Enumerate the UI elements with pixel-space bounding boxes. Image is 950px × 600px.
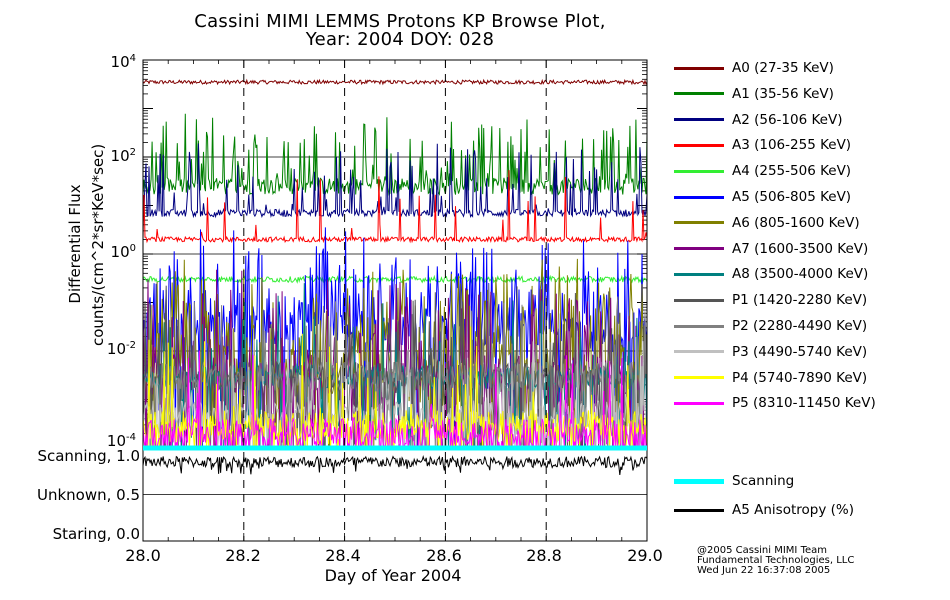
series-line [142,113,648,196]
legend-swatch [674,376,724,380]
credit-line: @2005 Cassini MIMI Team [697,545,827,556]
credit-line: Wed Jun 22 16:37:08 2005 [697,565,831,576]
legend-swatch [674,92,724,96]
legend-swatch [674,221,724,225]
legend-item: P1 (1420-2280 KeV) [674,290,867,310]
series-line [142,350,648,450]
series-line [142,170,648,244]
series-line [142,274,648,285]
state-label-staring: Staring, 0.0 [52,525,140,543]
legend-swatch [674,350,724,354]
legend-item: A5 (506-805 KeV) [674,187,851,207]
series-line [142,78,648,86]
legend-label: P5 (8310-11450 KeV) [732,395,876,412]
legend-item: A8 (3500-4000 KeV) [674,264,868,284]
legend-swatch [674,298,724,302]
legend-swatch [674,66,724,70]
legend-swatch [674,508,724,512]
legend-item: A3 (106-255 KeV) [674,135,851,155]
chart-title: Cassini MIMI LEMMS Protons KP Browse Plo… [194,11,606,32]
y-tick-label: 10-2 [106,340,136,358]
series-line [142,283,648,449]
x-tick-label: 28.2 [225,546,261,565]
y-tick-label: 104 [110,53,136,71]
legend-swatch [674,324,724,328]
y-tick-label: 102 [110,147,136,165]
state-label-unknown: Unknown, 0.5 [36,486,140,504]
legend-item-scanning: Scanning [674,471,794,491]
legend-swatch [674,143,724,147]
x-tick-label: 28.6 [426,546,462,565]
y-tick-label: 100 [110,243,136,261]
legend-label: P3 (4490-5740 KeV) [732,343,868,360]
y-axis-label-line1: Differential Flux [66,184,84,304]
plot-border [142,59,648,542]
series-line [142,143,648,219]
series-line [142,330,648,450]
legend-swatch [674,401,724,405]
legend-item: A6 (805-1600 KeV) [674,213,860,233]
legend-item: P4 (5740-7890 KeV) [674,368,867,388]
legend-item: A1 (35-56 KeV) [674,84,834,104]
x-tick-label: 28.4 [325,546,361,565]
legend-item: P3 (4490-5740 KeV) [674,342,867,362]
x-tick-label: 28.8 [526,546,562,565]
legend-label: P2 (2280-4490 KeV) [732,318,868,334]
legend-item: A7 (1600-3500 KeV) [674,239,868,259]
legend-swatch [674,118,724,122]
legend-swatch [674,272,724,276]
legend-label: A6 (805-1600 KeV) [732,214,860,231]
legend-swatch [674,478,724,484]
state-label-scanning: Scanning, 1.0 [37,447,140,465]
legend-swatch [674,247,724,251]
legend-label: A0 (27-35 KeV) [732,60,834,76]
x-axis-label: Day of Year 2004 [324,566,462,585]
legend-label: A3 (106-255 KeV) [732,137,852,154]
legend-item: P2 (2280-4490 KeV) [674,316,867,336]
legend-label: A5 (506-805 KeV) [732,189,852,205]
credit-line: Fundamental Technologies, LLC [697,555,855,566]
x-tick-label: 29.0 [627,546,663,565]
legend-item: A4 (255-506 KeV) [674,161,851,181]
legend-label: P1 (1420-2280 KeV) [732,292,868,309]
x-tick-label: 28.0 [125,546,161,565]
legend-label: A4 (255-506 KeV) [732,163,852,180]
anisotropy-line [142,454,648,475]
legend-label: Scanning [732,473,795,489]
legend-label: A1 (35-56 KeV) [732,85,834,102]
legend-item: A2 (56-106 KeV) [674,110,842,130]
legend-label: A2 (56-106 KeV) [732,111,843,128]
series-line [142,283,648,449]
legend-label: P4 (5740-7890 KeV) [732,369,868,386]
legend-item: A0 (27-35 KeV) [674,58,834,78]
y-tick-label: 10-4 [106,432,136,450]
series-line [142,269,648,450]
legend-label: A8 (3500-4000 KeV) [732,266,869,283]
legend-label: A5 Anisotropy (%) [732,502,854,518]
legend-item: P5 (8310-11450 KeV) [674,393,876,413]
legend-swatch [674,169,724,173]
legend-swatch [674,195,724,199]
chart-subtitle: Year: 2004 DOY: 028 [305,29,495,50]
legend-label: A7 (1600-3500 KeV) [732,240,869,257]
legend-item-anisotropy: A5 Anisotropy (%) [674,500,854,520]
